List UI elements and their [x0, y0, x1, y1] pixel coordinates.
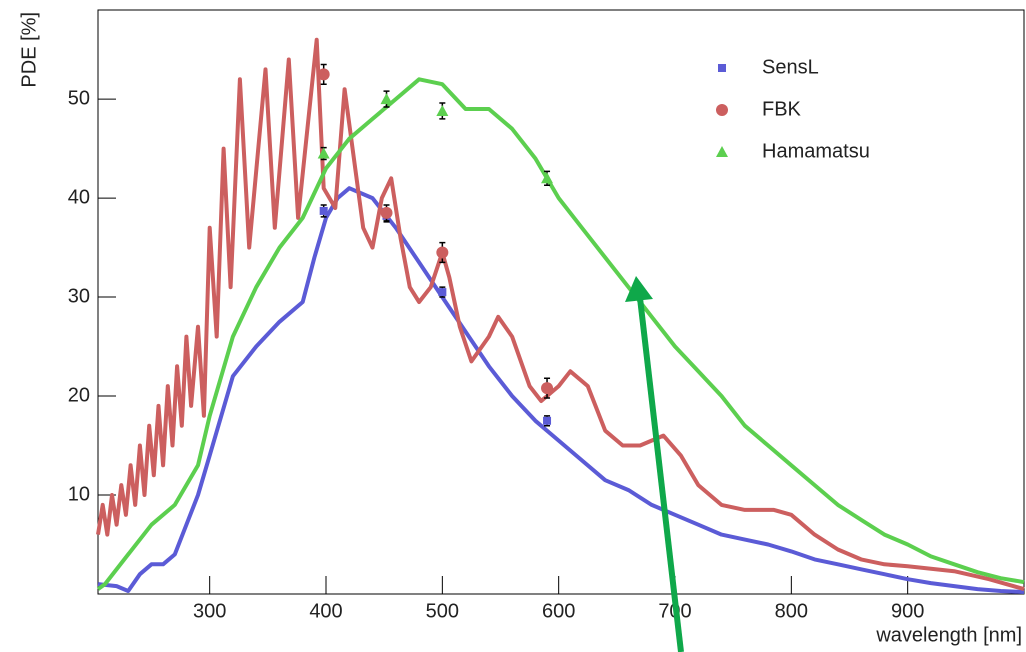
legend-marker — [716, 146, 728, 157]
x-tick-label: 400 — [309, 600, 342, 622]
marker — [438, 288, 447, 297]
y-tick-label: 40 — [68, 186, 90, 208]
marker — [380, 206, 393, 219]
marker — [436, 104, 449, 116]
x-tick-label: 600 — [542, 600, 575, 622]
x-tick-label: 900 — [891, 600, 924, 622]
marker — [541, 172, 554, 184]
legend-marker — [718, 64, 726, 72]
series-line — [96, 37, 1025, 592]
x-axis-title: wavelength [nm] — [875, 624, 1022, 646]
series-line — [97, 186, 1025, 594]
x-tick-label: 500 — [426, 600, 459, 622]
y-tick-label: 10 — [68, 483, 90, 505]
x-tick-label: 800 — [775, 600, 808, 622]
marker — [317, 68, 330, 81]
y-tick-label: 50 — [68, 87, 90, 109]
y-tick-label: 30 — [68, 285, 90, 307]
legend-label: Hamamatsu — [762, 140, 870, 162]
marker — [436, 246, 449, 259]
marker — [317, 147, 330, 159]
y-tick-label: 20 — [68, 384, 90, 406]
x-tick-label: 300 — [193, 600, 226, 622]
plot-frame — [97, 9, 1025, 595]
marker — [543, 416, 552, 425]
legend-marker — [716, 104, 728, 116]
arrow-head — [625, 276, 653, 302]
annotation-arrow — [625, 276, 684, 652]
marker — [319, 206, 328, 215]
legend-label: SensL — [762, 56, 819, 78]
arrow-shaft — [637, 297, 684, 652]
y-axis-title: PDE [%] — [18, 12, 40, 88]
legend-label: FBK — [762, 98, 802, 120]
marker — [541, 382, 554, 395]
marker — [380, 93, 393, 105]
